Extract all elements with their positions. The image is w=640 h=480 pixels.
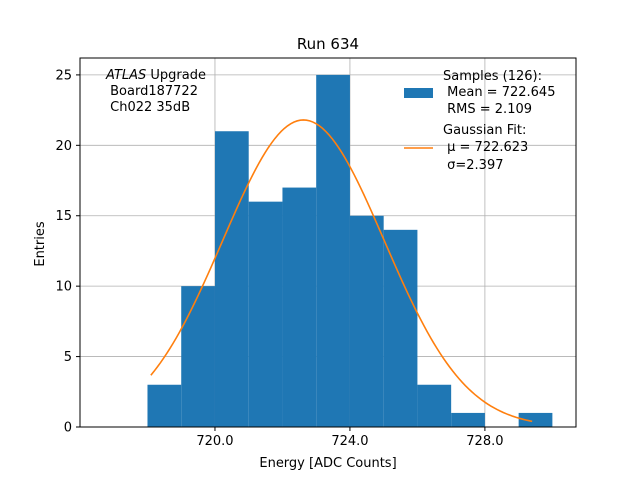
chart-title: Run 634 — [297, 35, 359, 53]
legend-hist-mean: Mean = 722.645 — [443, 85, 555, 100]
annotation-line-2: Board187722 — [106, 84, 198, 99]
legend-hist-swatch — [404, 88, 433, 98]
annotation-line-1: ATLAS Upgrade — [105, 68, 206, 83]
y-tick-label: 15 — [55, 209, 72, 224]
histogram-bar — [282, 187, 317, 427]
gaussian-fit-layer — [150, 119, 533, 423]
y-axis-label: Entries — [33, 221, 48, 267]
histogram-bar — [451, 412, 485, 427]
gaussian-fit-curve — [150, 119, 533, 423]
x-axis-label: Energy [ADC Counts] — [259, 456, 396, 471]
histogram-bars — [147, 74, 553, 428]
histogram-bar — [316, 74, 350, 428]
y-tick-label: 0 — [64, 421, 72, 436]
histogram-bar — [417, 384, 452, 427]
legend-fit-mu: μ = 722.623 — [443, 140, 528, 155]
legend-fit-title: Gaussian Fit: — [443, 123, 526, 138]
y-tick-label: 20 — [55, 139, 72, 154]
annotation-title-rest: Upgrade — [146, 68, 206, 83]
plot-frame — [79, 57, 577, 428]
legend-hist-rms: RMS = 2.109 — [443, 102, 532, 117]
legend-hist-title: Samples (126): — [443, 69, 542, 84]
legend-fit-sigma: σ=2.397 — [443, 158, 503, 173]
histogram-bar — [181, 286, 215, 427]
x-tick-label: 720.0 — [196, 434, 233, 449]
histogram-bar — [248, 201, 283, 427]
histogram-bar — [518, 412, 553, 427]
legend: Samples (126): Mean = 722.645 RMS = 2.10… — [404, 69, 555, 173]
histogram-bar — [214, 131, 249, 428]
annotation-line-3: Ch022 35dB — [106, 100, 190, 115]
annotation-italic: ATLAS — [105, 68, 146, 83]
y-tick-label: 25 — [55, 68, 72, 83]
axis-ticks: 720.0 724.0 728.0 0 5 10 15 20 25 — [55, 68, 503, 449]
histogram-bar — [383, 229, 418, 427]
histogram-bar — [349, 215, 384, 427]
y-tick-label: 10 — [55, 280, 72, 295]
x-tick-label: 724.0 — [331, 434, 368, 449]
x-tick-label: 728.0 — [466, 434, 503, 449]
y-tick-label: 5 — [64, 350, 72, 365]
histogram-bar — [147, 384, 182, 427]
atlas-annotation: ATLAS Upgrade Board187722 Ch022 35dB — [105, 68, 206, 115]
